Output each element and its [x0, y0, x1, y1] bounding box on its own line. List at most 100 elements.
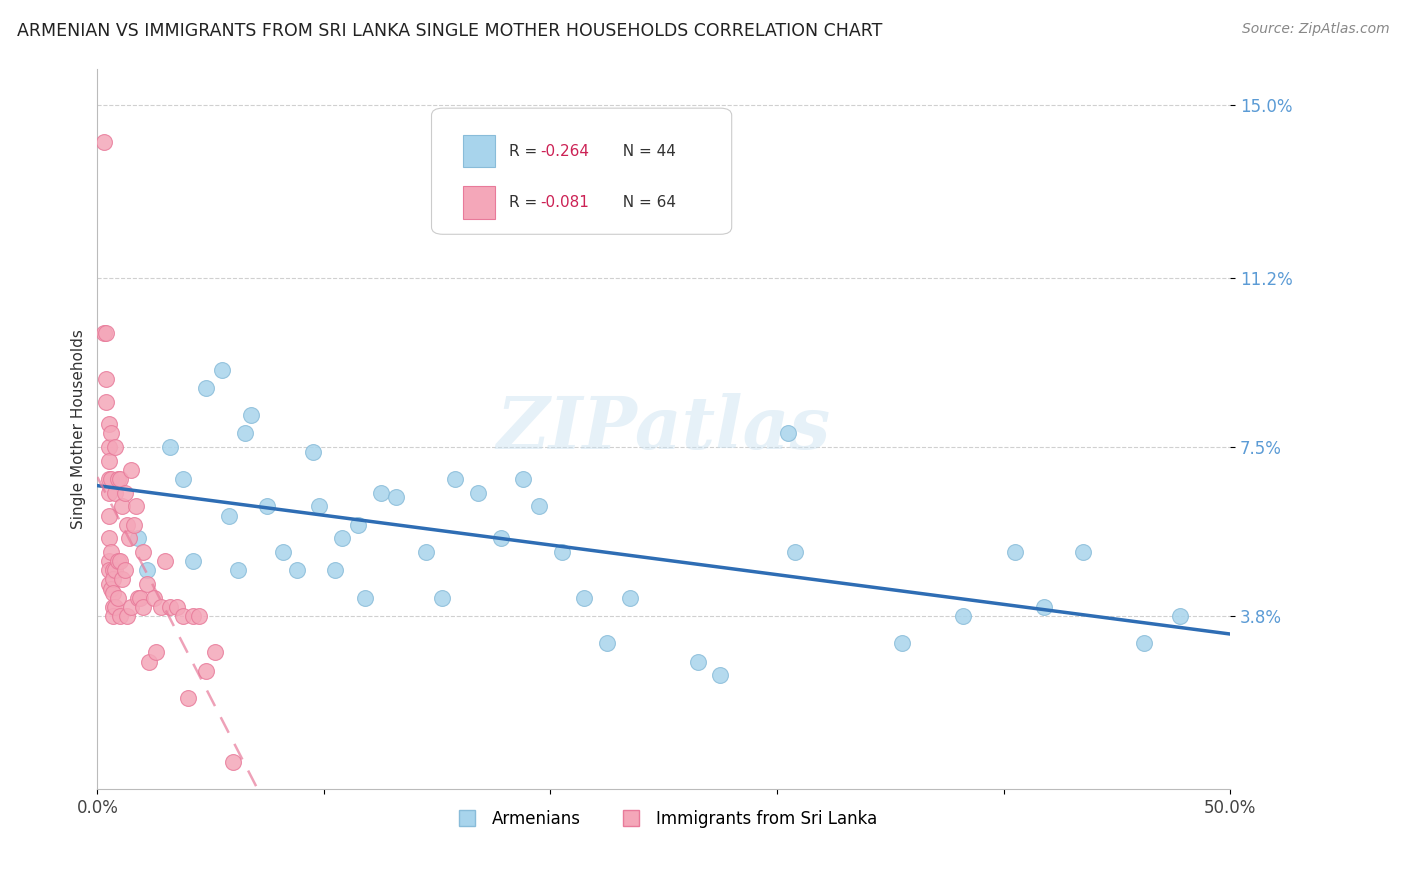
Point	[114, 563, 136, 577]
Point	[111, 573, 134, 587]
Point	[97, 577, 120, 591]
Point	[93, 135, 115, 149]
Point	[619, 591, 641, 605]
Point	[96, 326, 118, 340]
Point	[115, 608, 138, 623]
FancyBboxPatch shape	[432, 108, 731, 235]
Point	[120, 463, 142, 477]
Point	[1033, 599, 1056, 614]
Point	[143, 591, 166, 605]
Point	[370, 485, 392, 500]
Point	[204, 645, 226, 659]
Point	[108, 554, 131, 568]
Point	[1071, 545, 1094, 559]
Point	[489, 532, 512, 546]
Point	[104, 440, 127, 454]
Point	[211, 362, 233, 376]
Point	[145, 645, 167, 659]
Point	[136, 563, 159, 577]
Point	[195, 381, 218, 395]
Point	[107, 472, 129, 486]
Point	[104, 599, 127, 614]
Point	[125, 500, 148, 514]
Point	[1168, 608, 1191, 623]
Point	[138, 655, 160, 669]
Point	[172, 472, 194, 486]
Point	[120, 599, 142, 614]
Point	[100, 545, 122, 559]
Point	[97, 563, 120, 577]
Point	[129, 591, 152, 605]
Point	[709, 668, 731, 682]
Point	[596, 636, 619, 650]
Point	[181, 608, 204, 623]
Point	[97, 554, 120, 568]
FancyBboxPatch shape	[463, 186, 495, 219]
Point	[103, 563, 125, 577]
Y-axis label: Single Mother Households: Single Mother Households	[72, 329, 86, 529]
Point	[527, 500, 550, 514]
Point	[444, 472, 467, 486]
Point	[233, 426, 256, 441]
Point	[686, 655, 709, 669]
FancyBboxPatch shape	[463, 135, 495, 168]
Point	[301, 444, 323, 458]
Point	[118, 532, 141, 546]
Point	[97, 454, 120, 468]
Point	[551, 545, 574, 559]
Point	[111, 500, 134, 514]
Point	[108, 472, 131, 486]
Point	[97, 472, 120, 486]
Point	[271, 545, 294, 559]
Point	[785, 545, 807, 559]
Text: N = 44: N = 44	[613, 144, 676, 159]
Point	[103, 573, 125, 587]
Point	[166, 599, 188, 614]
Point	[181, 554, 204, 568]
Point	[226, 563, 249, 577]
Point	[107, 591, 129, 605]
Point	[107, 554, 129, 568]
Point	[131, 599, 153, 614]
Point	[188, 608, 211, 623]
Point	[177, 691, 200, 706]
Point	[159, 440, 181, 454]
Text: -0.081: -0.081	[540, 195, 589, 210]
Point	[127, 591, 149, 605]
Point	[890, 636, 912, 650]
Point	[467, 485, 489, 500]
Text: ZIPatlas: ZIPatlas	[496, 393, 831, 465]
Point	[415, 545, 437, 559]
Point	[100, 426, 122, 441]
Point	[103, 608, 125, 623]
Text: R =: R =	[509, 195, 541, 210]
Text: -0.264: -0.264	[540, 144, 589, 159]
Point	[96, 372, 118, 386]
Point	[952, 608, 974, 623]
Point	[103, 586, 125, 600]
Point	[155, 554, 177, 568]
Point	[172, 608, 194, 623]
Point	[1133, 636, 1156, 650]
Point	[218, 508, 240, 523]
Point	[115, 517, 138, 532]
Point	[100, 472, 122, 486]
Point	[574, 591, 596, 605]
Point	[97, 440, 120, 454]
Text: R =: R =	[509, 144, 541, 159]
Point	[778, 426, 800, 441]
Point	[103, 599, 125, 614]
Point	[104, 563, 127, 577]
Point	[323, 563, 346, 577]
Text: Source: ZipAtlas.com: Source: ZipAtlas.com	[1241, 22, 1389, 37]
Point	[97, 485, 120, 500]
Point	[240, 408, 263, 422]
Point	[1004, 545, 1026, 559]
Point	[122, 517, 145, 532]
Point	[353, 591, 375, 605]
Point	[131, 545, 153, 559]
Point	[97, 508, 120, 523]
Point	[127, 532, 149, 546]
Point	[149, 599, 172, 614]
Point	[347, 517, 370, 532]
